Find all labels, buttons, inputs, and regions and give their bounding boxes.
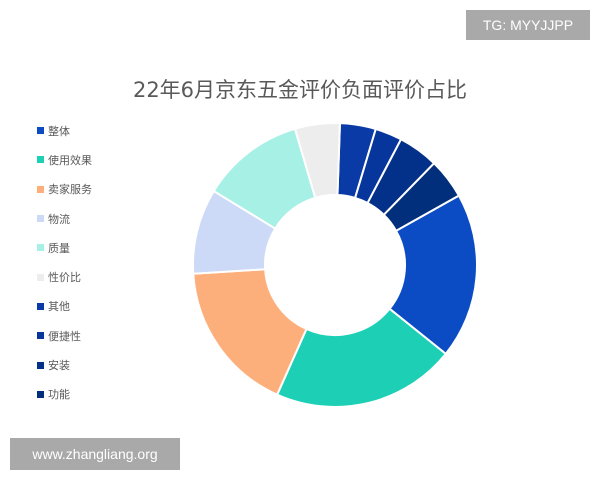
- legend-swatch: [37, 127, 44, 135]
- legend-item: 安装: [37, 350, 92, 379]
- legend-label: 使用效果: [48, 153, 92, 167]
- legend-label: 便捷性: [48, 329, 81, 343]
- donut-slice: [192, 268, 308, 397]
- legend-swatch: [37, 156, 44, 164]
- legend-label: 功能: [48, 388, 70, 402]
- legend-swatch: [37, 273, 44, 281]
- legend-item: 性价比: [37, 262, 92, 291]
- legend-item: 便捷性: [37, 321, 92, 350]
- legend-item: 功能: [37, 380, 92, 409]
- legend-item: 其他: [37, 292, 92, 321]
- legend-item: 质量: [37, 233, 92, 262]
- legend-item: 物流: [37, 204, 92, 233]
- legend-label: 质量: [48, 241, 70, 255]
- legend-swatch: [37, 332, 44, 340]
- legend-item: 使用效果: [37, 145, 92, 174]
- legend-label: 卖家服务: [48, 183, 92, 197]
- legend-label: 其他: [48, 300, 70, 314]
- legend-swatch: [37, 244, 44, 252]
- donut-slice: [275, 307, 448, 408]
- legend-swatch: [37, 361, 44, 369]
- tg-watermark: TG: MYYJJPP: [466, 10, 590, 40]
- legend-label: 性价比: [48, 271, 81, 285]
- legend-swatch: [37, 390, 44, 398]
- legend-swatch: [37, 215, 44, 223]
- site-watermark: www.zhangliang.org: [10, 438, 180, 470]
- donut-slice: [388, 194, 478, 356]
- legend-swatch: [37, 185, 44, 193]
- chart-legend: 整体使用效果卖家服务物流质量性价比其他便捷性安装功能: [37, 116, 92, 409]
- legend-item: 整体: [37, 116, 92, 145]
- chart-title: 22年6月京东五金评价负面评价占比: [132, 78, 468, 102]
- legend-label: 物流: [48, 212, 70, 226]
- legend-label: 安装: [48, 359, 70, 373]
- legend-item: 卖家服务: [37, 175, 92, 204]
- donut-slice: [293, 122, 341, 200]
- legend-label: 整体: [48, 124, 70, 138]
- legend-swatch: [37, 302, 44, 310]
